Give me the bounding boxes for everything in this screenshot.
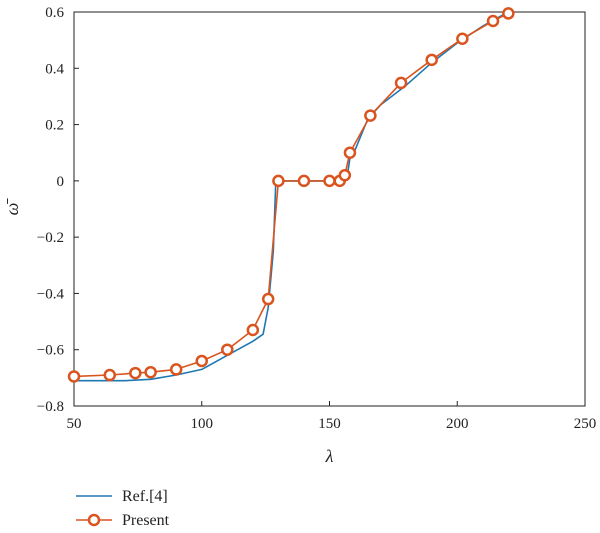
data-point-present <box>169 363 183 376</box>
y-tick-label: −0.2 <box>37 230 64 246</box>
legend-present-label: Present <box>122 512 170 529</box>
data-point-present <box>486 14 500 28</box>
y-tick-label: −0.4 <box>37 286 65 302</box>
data-point-present <box>195 354 208 368</box>
series-line-ref4 <box>74 11 509 382</box>
data-point-present <box>364 109 377 122</box>
data-point-present <box>272 174 285 188</box>
data-point-present <box>297 174 311 188</box>
x-tick-label: 250 <box>574 416 597 432</box>
x-tick-label: 150 <box>318 416 341 432</box>
data-point-present <box>246 323 260 337</box>
data-point-present <box>456 32 469 45</box>
y-tick-label: −0.6 <box>37 343 65 359</box>
legend-present-marker <box>87 513 101 527</box>
data-point-present <box>144 365 157 379</box>
x-axis-ticks: 50 100 150 200 250 <box>67 401 597 432</box>
data-point-present <box>425 53 438 67</box>
data-point-present <box>323 174 336 188</box>
data-point-present <box>394 76 408 90</box>
data-point-present <box>338 168 352 182</box>
x-tick-label: 50 <box>67 416 82 432</box>
data-point-present <box>343 146 357 159</box>
x-tick-label: 100 <box>191 416 214 432</box>
legend-ref4-label: Ref.[4] <box>122 488 168 505</box>
y-axis-ticks: −0.8 −0.6 −0.4 −0.2 0 0.2 0.4 0.6 <box>37 5 79 415</box>
y-tick-label: 0.4 <box>45 61 64 77</box>
data-point-present <box>221 343 234 356</box>
data-point-present <box>502 7 515 20</box>
series-layer <box>67 7 515 383</box>
y-tick-label: −0.8 <box>37 399 64 415</box>
legend: Ref.[4] Present <box>76 488 170 529</box>
plot-frame <box>73 11 586 407</box>
x-axis-title: λ <box>325 446 334 466</box>
y-axis-title: ω̄ <box>2 198 22 216</box>
x-tick-label: 200 <box>446 416 469 432</box>
data-point-present <box>261 292 275 306</box>
y-tick-label: 0.2 <box>45 118 64 134</box>
data-point-present <box>67 370 81 383</box>
data-point-present <box>103 368 117 382</box>
y-tick-label: 0.6 <box>45 5 64 21</box>
series-line-present <box>73 12 509 378</box>
data-point-present <box>129 366 142 380</box>
y-tick-label: 0 <box>57 174 65 190</box>
